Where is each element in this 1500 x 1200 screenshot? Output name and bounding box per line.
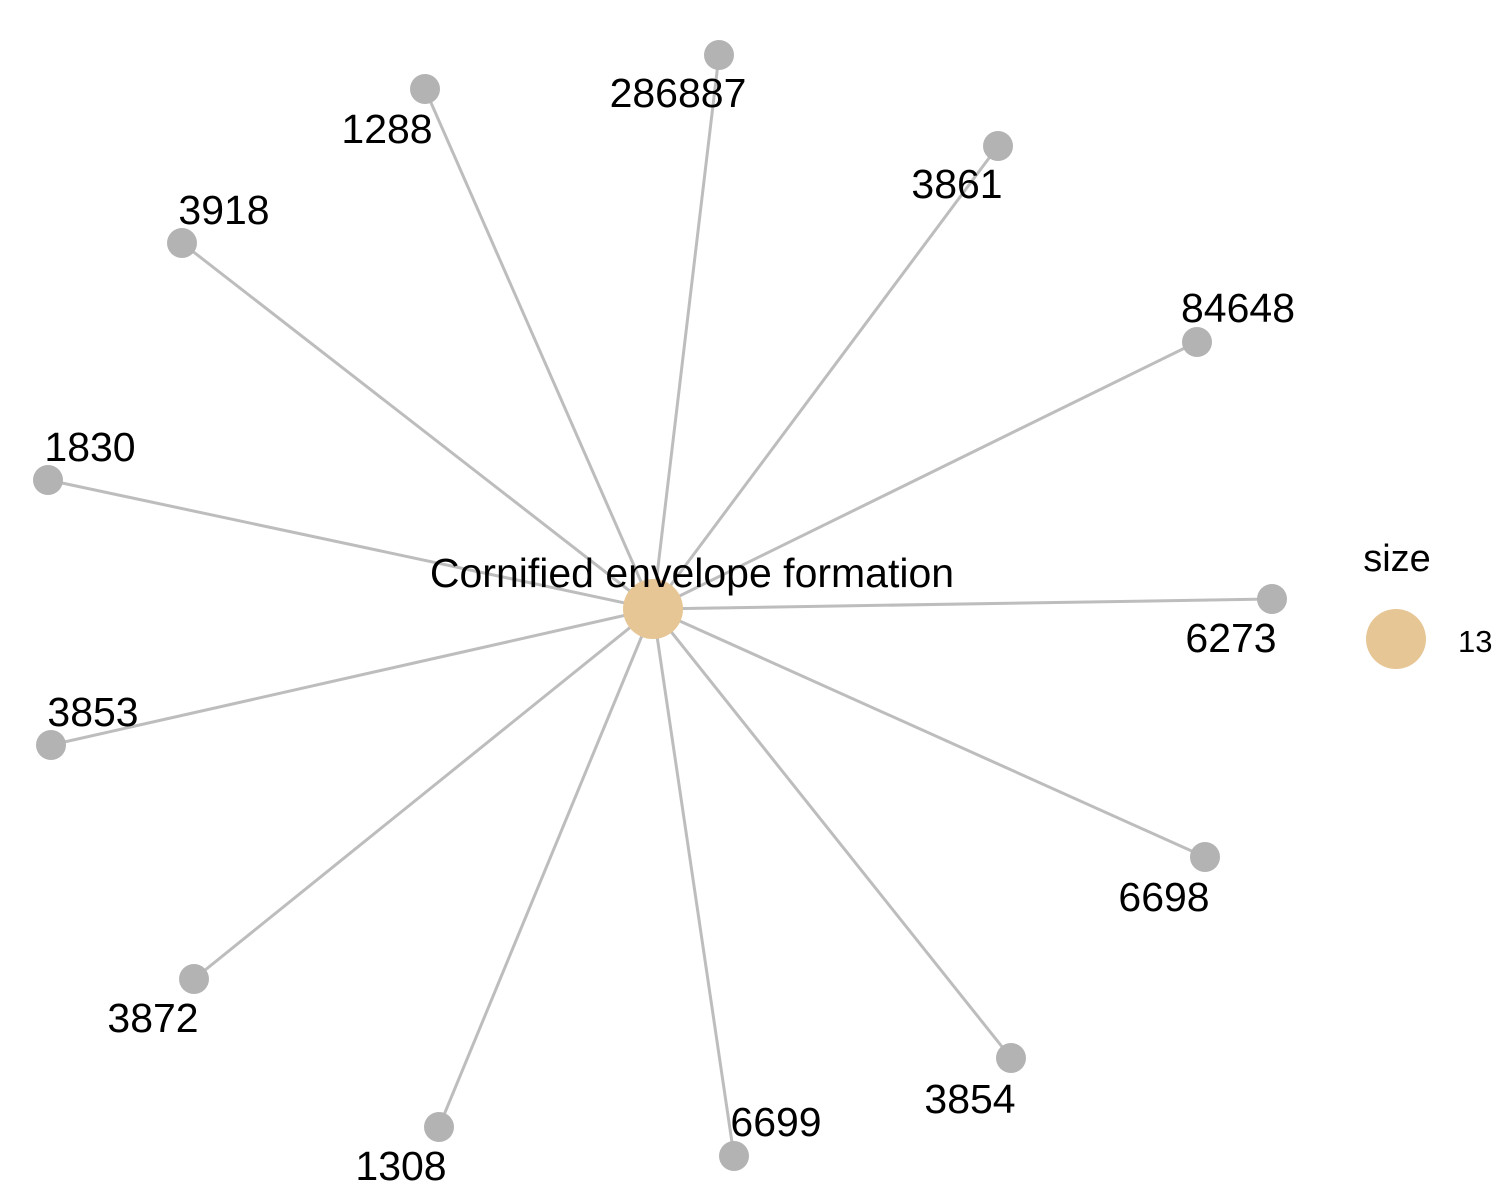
hub-node: [623, 579, 683, 639]
gene-node-6698: [1190, 842, 1220, 872]
edge-1288: [423, 88, 655, 610]
edge-3872: [193, 607, 654, 981]
gene-label-3854: 3854: [924, 1076, 1015, 1122]
gene-label-3918: 3918: [178, 187, 269, 233]
edge-6699: [651, 608, 736, 1157]
gene-node-84648: [1182, 327, 1212, 357]
edge-3861: [651, 145, 1000, 610]
gene-label-1288: 1288: [341, 106, 432, 152]
edge-3918: [181, 241, 654, 611]
edge-3854: [651, 608, 1013, 1059]
edge-6273: [652, 597, 1273, 611]
gene-label-84648: 84648: [1181, 285, 1295, 331]
gene-nodes: [33, 40, 1287, 1171]
gene-label-6698: 6698: [1118, 874, 1209, 920]
gene-node-3853: [36, 730, 66, 760]
gene-label-286887: 286887: [610, 70, 747, 116]
gene-node-1830: [33, 465, 63, 495]
gene-node-3872: [179, 964, 209, 994]
gene-node-1308: [424, 1112, 454, 1142]
gene-labels: 286887 1288 3861 3918 84648 1830 6273 3853 6698 3…: [44, 70, 1295, 1189]
gene-label-3861: 3861: [911, 161, 1002, 207]
edge-3853: [50, 607, 654, 747]
gene-label-6273: 6273: [1185, 615, 1276, 661]
gene-node-3854: [996, 1043, 1026, 1073]
gene-node-3918: [167, 228, 197, 258]
legend: size 13: [1363, 538, 1492, 669]
hub-label: Cornified envelope formation: [430, 550, 954, 596]
gene-label-1308: 1308: [355, 1143, 446, 1189]
edges: [47, 54, 1273, 1157]
gene-node-6273: [1257, 584, 1287, 614]
gene-label-3853: 3853: [47, 689, 138, 735]
gene-label-6699: 6699: [730, 1099, 821, 1145]
gene-node-3861: [983, 131, 1013, 161]
gene-node-6699: [719, 1141, 749, 1171]
edge-286887: [651, 54, 721, 610]
edge-1830: [47, 478, 654, 611]
gene-label-3872: 3872: [107, 995, 198, 1041]
edge-6698: [652, 607, 1206, 859]
legend-size-swatch: [1366, 609, 1426, 669]
legend-title: size: [1363, 538, 1431, 580]
gene-node-1288: [410, 74, 440, 104]
edge-1308: [437, 608, 655, 1128]
edge-84648: [652, 340, 1198, 611]
gene-node-286887: [704, 40, 734, 70]
gene-label-1830: 1830: [44, 424, 135, 470]
legend-size-value: 13: [1458, 624, 1492, 659]
